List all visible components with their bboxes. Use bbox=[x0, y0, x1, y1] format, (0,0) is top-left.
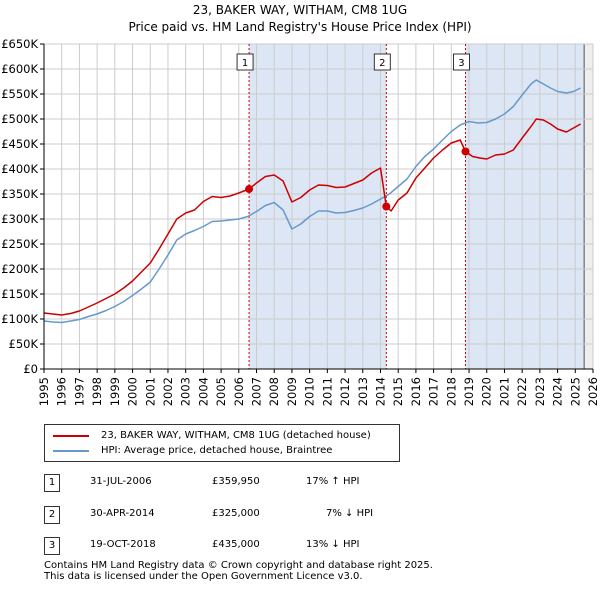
x-tick-label-28: 2023 bbox=[533, 377, 547, 406]
sale-date-1: 31-JUL-2006 bbox=[90, 476, 152, 487]
x-tick-label-24: 2019 bbox=[462, 377, 476, 406]
y-tick-label-9: £450K bbox=[1, 137, 38, 151]
legend-swatch-property bbox=[53, 435, 89, 437]
x-tick-label-21: 2016 bbox=[409, 377, 423, 406]
x-tick-label-6: 2001 bbox=[143, 377, 157, 406]
sale-price-2: £325,000 bbox=[212, 508, 260, 519]
footer-copyright: Contains HM Land Registry data © Crown c… bbox=[44, 560, 433, 571]
x-tick-label-5: 2000 bbox=[126, 377, 140, 406]
legend-label-hpi: HPI: Average price, detached house, Brai… bbox=[101, 444, 332, 458]
y-tick-label-13: £650K bbox=[1, 37, 38, 51]
x-tick-label-13: 2008 bbox=[267, 377, 281, 406]
y-tick-label-5: £250K bbox=[1, 237, 38, 251]
sale-price-3: £435,000 bbox=[212, 539, 260, 550]
x-tick-label-0: 1995 bbox=[37, 377, 51, 406]
footer-license: This data is licensed under the Open Gov… bbox=[44, 571, 433, 582]
sale-number-3: 3 bbox=[44, 537, 60, 555]
sale-price-1: £359,950 bbox=[212, 476, 260, 487]
sale-hpi-2: 7% ↓ HPI bbox=[326, 508, 373, 519]
y-tick-label-0: £0 bbox=[23, 362, 38, 376]
sale-point-2 bbox=[382, 203, 390, 211]
x-tick-label-18: 2013 bbox=[356, 377, 370, 406]
x-tick-label-14: 2009 bbox=[285, 377, 299, 406]
x-tick-label-27: 2022 bbox=[515, 377, 529, 406]
x-tick-label-12: 2007 bbox=[250, 377, 264, 406]
sale-date-2: 30-APR-2014 bbox=[90, 508, 155, 519]
legend-label-property: 23, BAKER WAY, WITHAM, CM8 1UG (detached… bbox=[101, 429, 371, 443]
x-tick-label-10: 2005 bbox=[214, 377, 228, 406]
x-tick-label-29: 2024 bbox=[551, 377, 565, 406]
x-tick-label-4: 1999 bbox=[108, 377, 122, 406]
y-tick-label-12: £600K bbox=[1, 62, 38, 76]
sale-hpi-3: 13% ↓ HPI bbox=[306, 539, 359, 550]
x-tick-label-15: 2010 bbox=[303, 377, 317, 406]
x-tick-label-16: 2011 bbox=[320, 377, 334, 406]
x-tick-label-11: 2006 bbox=[232, 377, 246, 406]
sale-point-3 bbox=[461, 148, 469, 156]
sale-number-1: 1 bbox=[44, 474, 60, 492]
x-tick-label-3: 1998 bbox=[90, 377, 104, 406]
legend-swatch-hpi bbox=[53, 450, 89, 452]
sale-label-3: 3 bbox=[458, 58, 464, 69]
x-tick-label-30: 2025 bbox=[568, 377, 582, 406]
y-tick-label-7: £350K bbox=[1, 187, 38, 201]
x-tick-label-7: 2002 bbox=[161, 377, 175, 406]
sale-point-1 bbox=[245, 185, 253, 193]
y-tick-label-1: £50K bbox=[9, 337, 39, 351]
sale-label-2: 2 bbox=[379, 58, 385, 69]
y-tick-label-3: £150K bbox=[1, 287, 38, 301]
x-tick-label-26: 2021 bbox=[497, 377, 511, 406]
sale-hpi-1: 17% ↑ HPI bbox=[306, 476, 359, 487]
y-tick-label-6: £300K bbox=[1, 212, 38, 226]
y-tick-label-10: £500K bbox=[1, 112, 38, 126]
y-tick-label-11: £550K bbox=[1, 87, 38, 101]
projection-zone bbox=[584, 44, 593, 369]
x-tick-label-17: 2012 bbox=[338, 377, 352, 406]
y-tick-label-2: £100K bbox=[1, 312, 38, 326]
y-tick-label-4: £200K bbox=[1, 262, 38, 276]
x-tick-label-20: 2015 bbox=[391, 377, 405, 406]
sale-date-3: 19-OCT-2018 bbox=[90, 539, 156, 550]
x-tick-label-23: 2018 bbox=[444, 377, 458, 406]
x-tick-label-2: 1997 bbox=[72, 377, 86, 406]
price-chart: 1 2 3 £0 £50K £100K £150K £200K £250K £300K £350K… bbox=[0, 0, 600, 420]
x-tick-label-25: 2020 bbox=[480, 377, 494, 406]
footer: Contains HM Land Registry data © Crown c… bbox=[44, 560, 433, 582]
x-tick-label-19: 2014 bbox=[373, 377, 387, 406]
sale-label-1: 1 bbox=[242, 58, 248, 69]
x-tick-label-1: 1996 bbox=[55, 377, 69, 406]
sale-number-2: 2 bbox=[44, 506, 60, 524]
x-tick-label-9: 2004 bbox=[196, 377, 210, 406]
x-tick-label-31: 2026 bbox=[586, 377, 600, 406]
sale-periods-shading bbox=[249, 44, 593, 369]
x-tick-label-22: 2017 bbox=[427, 377, 441, 406]
legend: 23, BAKER WAY, WITHAM, CM8 1UG (detached… bbox=[44, 424, 400, 462]
y-tick-label-8: £400K bbox=[1, 162, 38, 176]
x-tick-label-8: 2003 bbox=[179, 377, 193, 406]
